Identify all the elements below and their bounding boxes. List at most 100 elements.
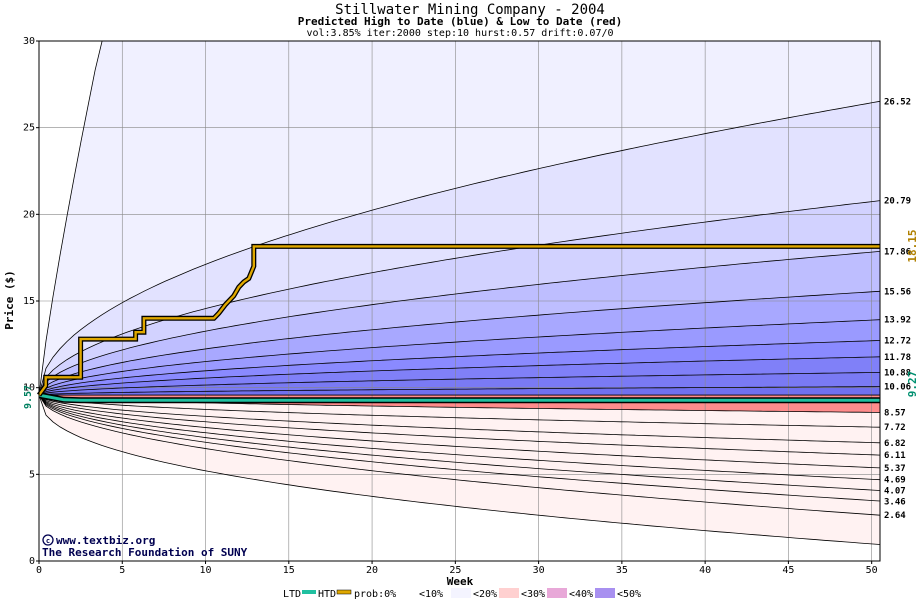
legend-band-swatch-1	[451, 588, 471, 598]
x-tick-label: 40	[699, 565, 711, 576]
x-tick-label: 20	[366, 565, 378, 576]
legend-band-label-0: <10%	[419, 589, 443, 600]
quantile-end-label: 2.64	[884, 511, 906, 521]
copyright-icon	[42, 534, 54, 546]
legend-ltd-label: LTD	[283, 589, 301, 600]
y-axis: 0 5 10 15 20 25 30	[23, 36, 39, 567]
chart-title: Stillwater Mining Company - 2004	[335, 2, 605, 18]
low-quantile-line	[38, 394, 881, 428]
htd-final-label: 18.15	[906, 229, 919, 262]
series	[36, 243, 880, 404]
plot-area	[36, 40, 881, 562]
high-quantile-line	[38, 100, 881, 396]
legend-band-swatch-3	[547, 588, 567, 598]
x-tick-label: 25	[449, 565, 461, 576]
chart-subtitle: Predicted High to Date (blue) & Low to D…	[298, 15, 623, 28]
high-quantile-line	[38, 200, 881, 396]
quantile-end-label: 4.69	[884, 476, 906, 486]
quantile-end-label: 10.88	[884, 368, 911, 378]
quantile-end-label: 6.11	[884, 451, 906, 461]
quantile-end-label: 17.86	[884, 247, 911, 257]
quantile-end-label: 12.72	[884, 337, 911, 347]
quantile-end-label: 8.57	[884, 408, 906, 418]
right-labels: 26.52 20.79 17.86 15.56 13.92 12.72 11.78 10.88…	[884, 97, 911, 521]
high-band-8	[39, 372, 880, 396]
quantile-end-label: 3.46	[884, 498, 906, 508]
low-quantile-line	[38, 394, 881, 502]
high-quantile-line	[38, 340, 881, 396]
htd-series-line	[38, 245, 880, 396]
credit-url: www.textbiz.org	[56, 534, 155, 547]
x-axis: 0 5 10 15 20 25 30 35 40 45 50	[36, 561, 878, 576]
credit-org: The Research Foundation of SUNY	[42, 546, 248, 559]
legend-ltd-swatch	[302, 590, 316, 594]
x-axis-label: Week	[447, 575, 474, 588]
quantile-end-label: 15.56	[884, 287, 911, 297]
chart-params: vol:3.85% iter:2000 step:10 hurst:0.57 d…	[306, 28, 613, 39]
legend-band-label-4: <50%	[617, 589, 641, 600]
y-tick-label: 15	[23, 296, 35, 307]
y-tick-label: 5	[29, 469, 35, 480]
high-band-5	[39, 319, 880, 396]
ltd-series-line	[38, 393, 880, 402]
high-band-3	[39, 251, 880, 396]
x-tick-label: 45	[782, 565, 794, 576]
quantile-end-label: 10.06	[884, 383, 911, 393]
low-quantile-line	[38, 394, 881, 545]
legend-band-swatch-0	[397, 588, 417, 598]
quantile-end-label: 13.92	[884, 316, 911, 326]
low-quantile-line	[38, 394, 881, 516]
y-tick-label: 20	[23, 209, 35, 220]
x-tick-label: 30	[533, 565, 545, 576]
high-quantile-line	[38, 386, 881, 396]
x-tick-label: 50	[866, 565, 878, 576]
low-quantile-line	[38, 394, 881, 469]
quantile-end-label: 7.72	[884, 423, 906, 433]
high-band-7	[39, 356, 880, 396]
legend-band-swatch-2	[499, 588, 519, 598]
quantile-end-label: 20.79	[884, 197, 911, 207]
quantile-lines	[38, 40, 881, 545]
legend-band-label-2: <30%	[521, 589, 545, 600]
high-band-2	[39, 200, 880, 396]
high-quantile-line	[38, 356, 881, 396]
legend-htd-swatch	[336, 589, 352, 595]
legend-band-label-3: <40%	[569, 589, 593, 600]
quantile-end-label: 6.82	[884, 439, 906, 449]
y-tick-label: 0	[29, 556, 35, 567]
low-quantile-line	[38, 394, 881, 491]
x-tick-label: 15	[283, 565, 295, 576]
x-tick-label: 5	[119, 565, 125, 576]
quantile-end-label: 26.52	[884, 97, 911, 107]
high-band-4	[39, 291, 880, 396]
high-band-0	[39, 41, 880, 396]
low-quantile-line	[38, 394, 881, 481]
quantile-end-label: 5.37	[884, 464, 906, 474]
legend-htd-label: HTD	[318, 589, 336, 600]
copyright-icon-letter: c	[46, 537, 50, 545]
ltd-final-label: 9.27	[906, 371, 919, 398]
y-tick-label: 30	[23, 36, 35, 47]
start-price-label: 9.57	[23, 385, 34, 409]
x-tick-label: 35	[616, 565, 628, 576]
high-quantile-line	[38, 251, 881, 396]
high-quantile-line	[38, 372, 881, 396]
low-quantile-line	[38, 394, 881, 456]
y-tick-label: 25	[23, 123, 35, 134]
legend: LTD HTD prob:0% <10% <20% <30% <40% <50%	[283, 588, 641, 600]
high-quantile-line	[38, 319, 881, 396]
y-tick-label: 10	[23, 383, 35, 394]
high-quantile-line	[38, 290, 881, 396]
x-tick-label: 10	[200, 565, 212, 576]
legend-band-swatch-4	[595, 588, 615, 598]
quantile-end-label: 11.78	[884, 353, 911, 363]
legend-band-label-1: <20%	[473, 589, 497, 600]
y-axis-label: Price ($)	[3, 270, 16, 330]
x-tick-label: 0	[36, 565, 42, 576]
high-band-9	[39, 386, 880, 396]
credits: c www.textbiz.org The Research Foundatio…	[42, 534, 248, 559]
quantile-end-label: 4.07	[884, 487, 906, 497]
low-quantile-line	[38, 394, 881, 444]
legend-prob-label: prob:0%	[354, 589, 396, 600]
